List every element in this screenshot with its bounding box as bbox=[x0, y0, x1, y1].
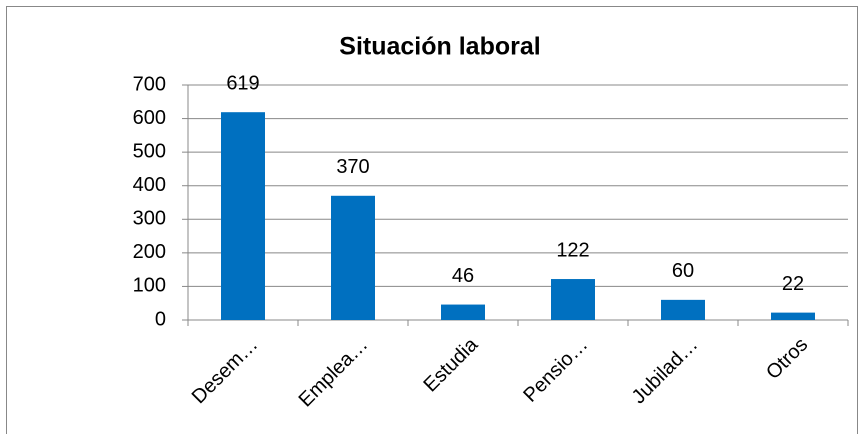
data-label: 60 bbox=[672, 260, 694, 282]
bar bbox=[661, 299, 705, 320]
y-tick-label: 100 bbox=[133, 275, 166, 297]
y-tick-label: 400 bbox=[133, 174, 166, 196]
y-tick-label: 700 bbox=[133, 73, 166, 95]
data-label: 22 bbox=[782, 273, 804, 295]
y-tick-label: 300 bbox=[133, 208, 166, 230]
bar bbox=[551, 279, 595, 320]
data-label: 370 bbox=[336, 156, 369, 178]
y-tick-label: 200 bbox=[133, 241, 166, 263]
data-label: 619 bbox=[226, 72, 259, 94]
chart-title: Situación laboral bbox=[339, 33, 540, 61]
y-tick-label: 0 bbox=[155, 308, 166, 330]
y-tick-label: 600 bbox=[133, 107, 166, 129]
data-label: 122 bbox=[556, 239, 589, 261]
bar bbox=[441, 304, 485, 320]
bar bbox=[771, 312, 815, 320]
bar bbox=[331, 195, 375, 320]
chart-frame bbox=[6, 6, 858, 434]
y-tick-label: 500 bbox=[133, 140, 166, 162]
bar bbox=[221, 112, 265, 320]
data-label: 46 bbox=[452, 265, 474, 287]
